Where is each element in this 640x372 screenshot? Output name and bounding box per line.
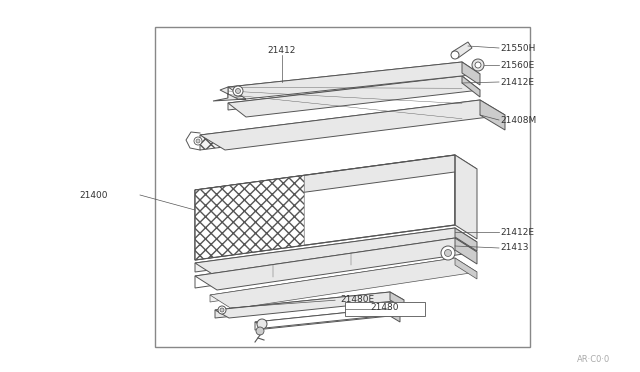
Text: 21412: 21412 xyxy=(268,45,296,55)
Circle shape xyxy=(475,62,481,68)
Text: 21408M: 21408M xyxy=(500,115,536,125)
Polygon shape xyxy=(228,76,480,117)
Circle shape xyxy=(441,246,455,260)
Polygon shape xyxy=(228,76,462,110)
Bar xyxy=(345,302,425,316)
Polygon shape xyxy=(228,62,480,99)
Text: 21413: 21413 xyxy=(500,244,529,253)
Circle shape xyxy=(256,327,264,335)
Circle shape xyxy=(451,51,459,59)
Polygon shape xyxy=(390,292,404,308)
Polygon shape xyxy=(455,238,477,264)
Polygon shape xyxy=(200,100,505,150)
Polygon shape xyxy=(462,76,480,97)
Polygon shape xyxy=(210,258,455,302)
Polygon shape xyxy=(213,87,246,101)
Circle shape xyxy=(220,308,224,312)
Text: 21412E: 21412E xyxy=(500,228,534,237)
Polygon shape xyxy=(195,238,455,288)
Polygon shape xyxy=(255,308,390,330)
Text: 21560E: 21560E xyxy=(500,61,534,70)
Circle shape xyxy=(218,306,226,314)
Text: 21550H: 21550H xyxy=(500,44,536,52)
Text: 21480: 21480 xyxy=(371,304,399,312)
Polygon shape xyxy=(195,228,477,277)
Polygon shape xyxy=(195,155,477,204)
Polygon shape xyxy=(228,62,462,98)
Text: 21412E: 21412E xyxy=(500,77,534,87)
Circle shape xyxy=(257,319,267,329)
Polygon shape xyxy=(455,258,477,279)
Bar xyxy=(155,27,530,347)
Polygon shape xyxy=(215,292,390,318)
Polygon shape xyxy=(195,228,455,272)
Circle shape xyxy=(194,137,202,145)
Polygon shape xyxy=(195,175,304,260)
Polygon shape xyxy=(210,258,477,309)
Circle shape xyxy=(196,139,200,143)
Text: 21480E: 21480E xyxy=(340,295,374,305)
Polygon shape xyxy=(455,228,477,251)
Polygon shape xyxy=(200,100,480,150)
Polygon shape xyxy=(255,308,400,328)
Polygon shape xyxy=(480,100,505,130)
Circle shape xyxy=(472,59,484,71)
Text: 21400: 21400 xyxy=(79,190,108,199)
Polygon shape xyxy=(195,155,455,260)
Circle shape xyxy=(236,89,241,93)
Polygon shape xyxy=(452,42,472,58)
Text: AR·C0·0: AR·C0·0 xyxy=(577,355,610,364)
Circle shape xyxy=(445,250,451,257)
Polygon shape xyxy=(455,155,477,239)
Polygon shape xyxy=(462,62,480,85)
Polygon shape xyxy=(195,238,477,290)
Polygon shape xyxy=(390,308,400,322)
Polygon shape xyxy=(215,292,404,318)
Circle shape xyxy=(233,86,243,96)
